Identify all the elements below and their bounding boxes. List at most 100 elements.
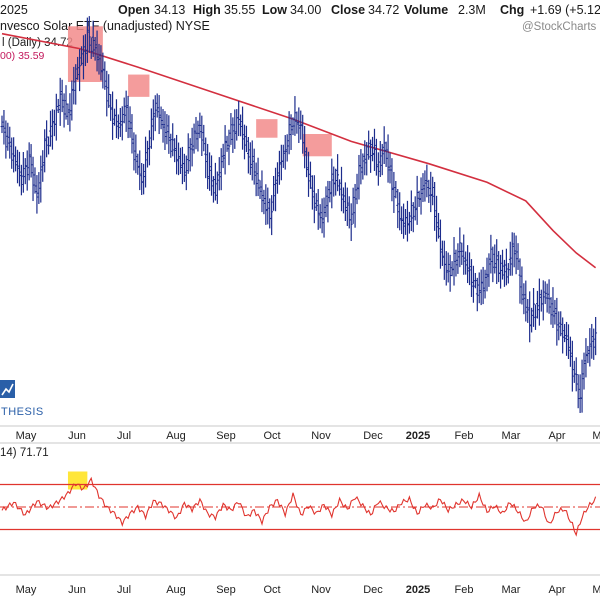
price-x-tick-label: Jun	[68, 430, 86, 442]
price-bar	[363, 140, 367, 176]
logo-icon	[0, 380, 15, 398]
price-bar	[390, 158, 394, 202]
price-bar	[190, 127, 194, 167]
rsi-x-tick-label: May	[16, 584, 37, 596]
price-bar	[534, 304, 537, 330]
price-bar	[285, 134, 289, 162]
price-bar	[62, 93, 66, 128]
price-bar	[473, 272, 477, 289]
price-bar	[526, 299, 530, 323]
price-bar	[109, 94, 113, 121]
price-bar	[365, 142, 369, 176]
price-bar	[155, 93, 159, 118]
price-bar	[212, 176, 215, 203]
price-bar	[380, 143, 384, 176]
price-bar	[210, 155, 213, 196]
price-bar	[489, 234, 493, 274]
price-bar	[307, 151, 310, 197]
resistance-highlight-box	[302, 134, 332, 157]
price-bar	[314, 193, 318, 211]
price-bar	[196, 120, 200, 152]
price-bar	[510, 232, 514, 276]
price-bar	[142, 163, 146, 195]
price-bar	[14, 146, 17, 172]
price-bar	[338, 179, 341, 196]
price-bar	[309, 161, 312, 189]
price-bar	[163, 111, 167, 150]
price-bar	[16, 149, 19, 184]
price-bars-series	[0, 16, 598, 413]
price-bar	[536, 290, 539, 319]
price-bar	[208, 152, 211, 191]
price-bar	[462, 234, 466, 275]
price-bar	[130, 114, 134, 154]
rsi-line	[1, 476, 597, 537]
moving-average-series	[1, 32, 597, 269]
price-bar	[404, 208, 407, 235]
price-bar	[8, 126, 12, 159]
price-bar	[105, 70, 109, 117]
price-bar	[18, 151, 21, 187]
price-bar	[435, 195, 438, 242]
price-bar	[239, 114, 243, 137]
price-bar	[367, 130, 371, 160]
price-bar	[229, 113, 233, 145]
price-bar	[439, 219, 442, 269]
price-bar	[35, 175, 39, 214]
price-bar	[322, 197, 326, 238]
price-bar	[371, 136, 374, 162]
price-bar	[235, 109, 239, 141]
thesis-logo: THESIS	[0, 380, 43, 418]
header-open-value: 34.13	[154, 3, 185, 17]
price-bar	[522, 283, 526, 315]
price-bar	[283, 135, 287, 170]
price-bar	[66, 103, 70, 125]
price-bar	[541, 280, 545, 321]
price-bar	[43, 129, 47, 173]
price-bar	[408, 211, 411, 234]
price-bar	[295, 111, 299, 134]
price-bar	[169, 133, 173, 158]
price-bar	[518, 258, 522, 304]
price-bar	[122, 97, 126, 124]
price-bar	[446, 252, 450, 283]
logo-chart-icon	[1, 383, 14, 396]
price-bar	[524, 280, 528, 322]
price-bar	[117, 114, 120, 140]
price-bar	[97, 43, 101, 75]
price-bar	[227, 129, 231, 166]
price-x-tick-label: Dec	[363, 430, 383, 442]
price-bar	[101, 52, 105, 89]
price-bar	[202, 124, 206, 152]
price-bar	[84, 34, 87, 67]
price-bar	[475, 277, 479, 312]
price-bar	[539, 289, 543, 312]
header-close-value: 34.72	[368, 3, 399, 17]
price-x-tick-label: M	[592, 430, 600, 442]
price-bar	[340, 166, 343, 212]
price-bar	[0, 115, 4, 134]
price-bar	[460, 242, 464, 265]
price-bar	[60, 79, 64, 113]
price-bar	[501, 249, 504, 280]
price-bar	[93, 36, 97, 61]
price-bar	[41, 150, 45, 182]
price-bar	[570, 340, 574, 392]
price-bar	[394, 180, 398, 199]
price-bar	[6, 122, 10, 151]
price-bar	[375, 138, 378, 176]
price-bar	[214, 162, 217, 201]
price-bar	[586, 345, 590, 364]
price-bar	[555, 297, 559, 346]
price-bar	[70, 80, 74, 121]
price-bar	[402, 203, 405, 239]
header-volume-label: Volume	[404, 3, 448, 17]
price-bar	[580, 359, 584, 413]
price-bar	[188, 138, 192, 172]
price-bar	[359, 149, 363, 185]
price-bar	[503, 259, 506, 287]
price-bar	[223, 125, 227, 175]
price-bar	[49, 110, 52, 147]
rsi-x-tick-label: Sep	[216, 584, 236, 596]
price-bar	[423, 170, 427, 202]
